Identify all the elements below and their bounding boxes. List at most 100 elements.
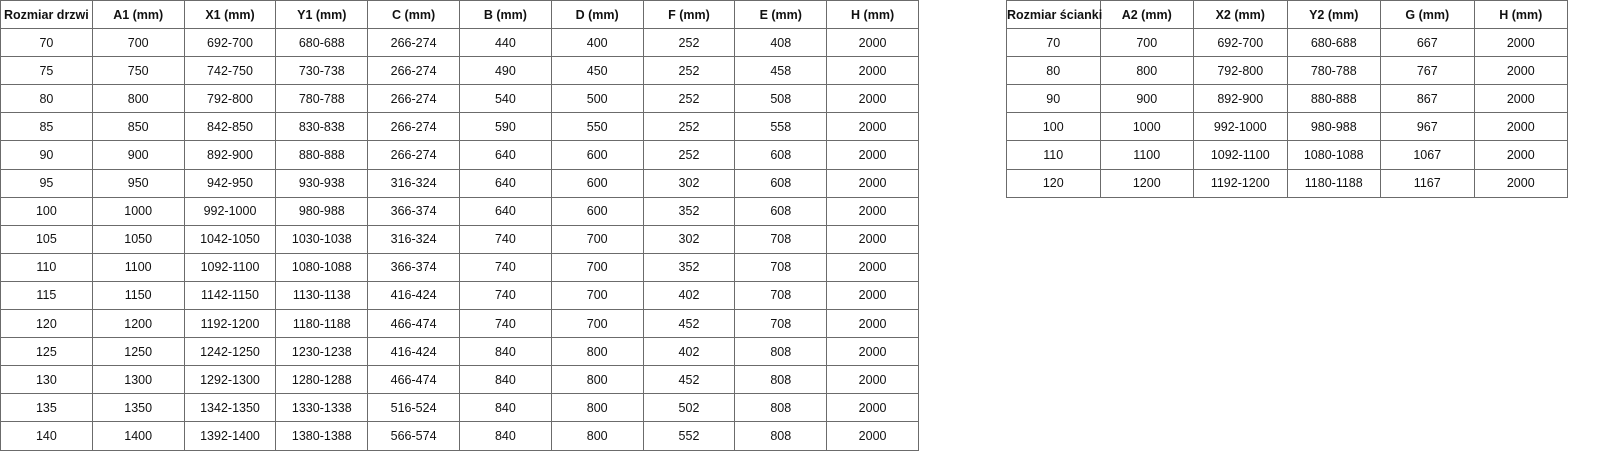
table-cell: 252	[642, 56, 736, 86]
table-cell: 1380-1388	[275, 421, 369, 451]
header-row: Rozmiar drzwi A1 (mm) X1 (mm) Y1 (mm) C (mm)…	[0, 0, 919, 30]
table-cell: 840	[458, 365, 552, 395]
table-cell: 900	[1099, 84, 1194, 114]
table-cell: 892-900	[1193, 84, 1288, 114]
table-cell: 2000	[1473, 28, 1568, 58]
table-cell: 100	[0, 196, 93, 226]
table-cell: 2000	[826, 112, 919, 142]
table-cell: 742-750	[183, 56, 277, 86]
header-row: Rozmiar ścianki A2 (mm) X2 (mm) Y2 (mm) G (m…	[1006, 0, 1568, 30]
table-cell: 600	[550, 168, 644, 198]
table-cell: 120	[1006, 168, 1101, 198]
table-cell: 950	[91, 168, 185, 198]
table-row: 95 950 942-950 930-938 316-324 640 600 302 608 20…	[0, 168, 919, 198]
table-cell: 366-374	[367, 252, 460, 282]
table-cell: 408	[734, 28, 828, 58]
table-cell: 608	[734, 196, 828, 226]
table-row: 135 1350 1342-1350 1330-1338 516-524 840 800 50…	[0, 393, 919, 423]
table-row: 90 900 892-900 880-888 867 2000	[1006, 84, 1568, 114]
table-cell: 1350	[91, 393, 185, 423]
table-cell: 2000	[826, 56, 919, 86]
table-cell: 740	[458, 280, 552, 311]
table-cell: 1300	[91, 365, 185, 395]
table-cell: 880-888	[1286, 84, 1381, 114]
table-row: 80 800 792-800 780-788 767 2000	[1006, 56, 1568, 86]
table-cell: 880-888	[275, 140, 369, 170]
table-cell: 2000	[1473, 112, 1568, 142]
table-cell: 550	[550, 112, 644, 142]
table-cell: 730-738	[275, 56, 369, 86]
table-cell: 1400	[91, 421, 185, 451]
column-header: Rozmiar ścianki	[1006, 0, 1102, 30]
table-cell: 840	[458, 421, 552, 451]
table-cell: 80	[0, 84, 93, 114]
column-header: Rozmiar drzwi	[0, 0, 93, 30]
table-cell: 1180-1188	[275, 309, 369, 339]
table-cell: 700	[1099, 28, 1194, 58]
table-cell: 266-274	[367, 56, 460, 86]
table-cell: 700	[550, 280, 644, 311]
table-row: 105 1050 1042-1050 1030-1038 316-324 740 700 30…	[0, 224, 919, 254]
table-cell: 1142-1150	[183, 280, 277, 311]
table-cell: 1080-1088	[1286, 140, 1381, 170]
table-cell: 840	[458, 337, 552, 367]
table-cell: 2000	[826, 337, 919, 367]
column-header: H (mm)	[826, 0, 919, 30]
table-cell: 792-800	[1193, 56, 1288, 86]
table-cell: 590	[458, 112, 552, 142]
table-cell: 1242-1250	[183, 337, 277, 367]
table-cell: 640	[458, 196, 552, 226]
table-cell: 2000	[1473, 56, 1568, 86]
table-cell: 2000	[826, 224, 919, 254]
table-row: 110 1100 1092-1100 1080-1088 366-374 740 700 35…	[0, 252, 919, 282]
table-cell: 1100	[1099, 140, 1194, 170]
table-cell: 352	[642, 252, 736, 282]
table-cell: 502	[642, 393, 736, 423]
table-cell: 2000	[826, 393, 919, 423]
column-header: Y1 (mm)	[275, 0, 369, 30]
table-cell: 80	[1006, 56, 1101, 86]
table-cell: 302	[642, 168, 736, 198]
table-cell: 1000	[1099, 112, 1194, 142]
column-header: D (mm)	[550, 0, 644, 30]
column-header: A2 (mm)	[1099, 0, 1194, 30]
table-cell: 1080-1088	[275, 252, 369, 282]
table-cell: 700	[550, 252, 644, 282]
table-cell: 992-1000	[1193, 112, 1288, 142]
table-cell: 466-474	[367, 365, 460, 395]
table-row: 70 700 692-700 680-688 667 2000	[1006, 28, 1568, 58]
column-header: H (mm)	[1473, 0, 1568, 30]
table-cell: 942-950	[183, 168, 277, 198]
table-row: 115 1150 1142-1150 1130-1138 416-424 740 700 40…	[0, 280, 919, 311]
table-cell: 252	[642, 28, 736, 58]
column-header: A1 (mm)	[91, 0, 185, 30]
table-cell: 95	[0, 168, 93, 198]
table-cell: 115	[0, 280, 93, 311]
table-cell: 740	[458, 252, 552, 282]
table-cell: 600	[550, 140, 644, 170]
table-cell: 2000	[826, 252, 919, 282]
table-cell: 266-274	[367, 28, 460, 58]
table-cell: 1150	[91, 280, 185, 311]
table-row: 85 850 842-850 830-838 266-274 590 550 252 558 20…	[0, 112, 919, 142]
table-cell: 110	[0, 252, 93, 282]
table-cell: 792-800	[183, 84, 277, 114]
table-cell: 780-788	[1286, 56, 1381, 86]
table-cell: 266-274	[367, 140, 460, 170]
table-cell: 850	[91, 112, 185, 142]
table-cell: 967	[1380, 112, 1475, 142]
table-cell: 708	[734, 309, 828, 339]
table-cell: 130	[0, 365, 93, 395]
table-row: 110 1100 1092-1100 1080-1088 1067 2000	[1006, 140, 1568, 170]
table-cell: 800	[91, 84, 185, 114]
table-cell: 450	[550, 56, 644, 86]
table-cell: 352	[642, 196, 736, 226]
table-cell: 466-474	[367, 309, 460, 339]
column-header: X1 (mm)	[183, 0, 277, 30]
table-cell: 566-574	[367, 421, 460, 451]
table-cell: 1230-1238	[275, 337, 369, 367]
table-cell: 740	[458, 224, 552, 254]
table-cell: 402	[642, 280, 736, 311]
table-row: 75 750 742-750 730-738 266-274 490 450 252 458 20…	[0, 56, 919, 86]
table-row: 80 800 792-800 780-788 266-274 540 500 252 508 20…	[0, 84, 919, 114]
